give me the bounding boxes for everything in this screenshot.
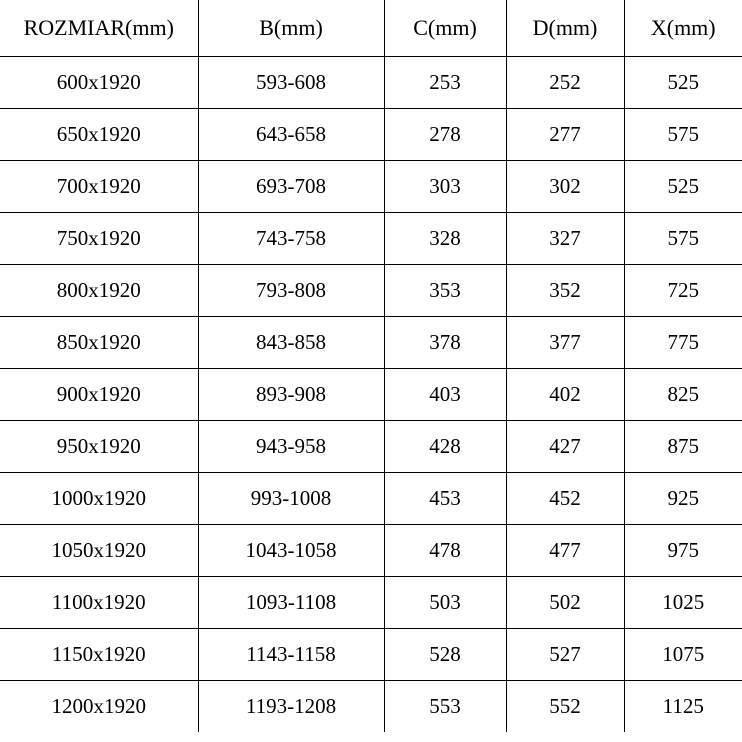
dimensions-table-container: ROZMIAR(mm) B(mm) C(mm) D(mm) X(mm) 600x… — [0, 0, 742, 732]
table-row: 1150x19201143-11585285271075 — [0, 628, 742, 680]
dimensions-table: ROZMIAR(mm) B(mm) C(mm) D(mm) X(mm) 600x… — [0, 0, 742, 732]
table-cell: 650x1920 — [0, 108, 198, 160]
table-cell: 302 — [506, 160, 624, 212]
table-cell: 1193-1208 — [198, 680, 384, 732]
table-cell: 277 — [506, 108, 624, 160]
table-cell: 1125 — [624, 680, 742, 732]
table-cell: 775 — [624, 316, 742, 368]
table-cell: 403 — [384, 368, 506, 420]
table-row: 950x1920943-958428427875 — [0, 420, 742, 472]
table-cell: 1000x1920 — [0, 472, 198, 524]
table-row: 1100x19201093-11085035021025 — [0, 576, 742, 628]
table-cell: 428 — [384, 420, 506, 472]
table-cell: 502 — [506, 576, 624, 628]
table-cell: 1025 — [624, 576, 742, 628]
table-cell: 1100x1920 — [0, 576, 198, 628]
table-cell: 793-808 — [198, 264, 384, 316]
table-cell: 377 — [506, 316, 624, 368]
table-cell: 725 — [624, 264, 742, 316]
table-cell: 553 — [384, 680, 506, 732]
table-cell: 1143-1158 — [198, 628, 384, 680]
table-cell: 843-858 — [198, 316, 384, 368]
table-cell: 950x1920 — [0, 420, 198, 472]
table-row: 600x1920593-608253252525 — [0, 56, 742, 108]
table-cell: 427 — [506, 420, 624, 472]
table-cell: 552 — [506, 680, 624, 732]
table-cell: 750x1920 — [0, 212, 198, 264]
col-header-x: X(mm) — [624, 0, 742, 56]
table-cell: 1200x1920 — [0, 680, 198, 732]
table-cell: 743-758 — [198, 212, 384, 264]
table-row: 700x1920693-708303302525 — [0, 160, 742, 212]
table-cell: 477 — [506, 524, 624, 576]
table-cell: 525 — [624, 160, 742, 212]
table-row: 900x1920893-908403402825 — [0, 368, 742, 420]
table-row: 1050x19201043-1058478477975 — [0, 524, 742, 576]
table-cell: 900x1920 — [0, 368, 198, 420]
table-cell: 925 — [624, 472, 742, 524]
table-cell: 1093-1108 — [198, 576, 384, 628]
table-cell: 975 — [624, 524, 742, 576]
table-cell: 575 — [624, 108, 742, 160]
table-cell: 525 — [624, 56, 742, 108]
col-header-c: C(mm) — [384, 0, 506, 56]
table-cell: 453 — [384, 472, 506, 524]
table-cell: 700x1920 — [0, 160, 198, 212]
table-cell: 527 — [506, 628, 624, 680]
table-cell: 327 — [506, 212, 624, 264]
table-cell: 528 — [384, 628, 506, 680]
table-cell: 800x1920 — [0, 264, 198, 316]
table-cell: 643-658 — [198, 108, 384, 160]
table-cell: 1050x1920 — [0, 524, 198, 576]
table-cell: 303 — [384, 160, 506, 212]
table-cell: 600x1920 — [0, 56, 198, 108]
table-row: 750x1920743-758328327575 — [0, 212, 742, 264]
table-cell: 353 — [384, 264, 506, 316]
table-cell: 478 — [384, 524, 506, 576]
col-header-b: B(mm) — [198, 0, 384, 56]
table-cell: 278 — [384, 108, 506, 160]
table-cell: 893-908 — [198, 368, 384, 420]
table-cell: 1043-1058 — [198, 524, 384, 576]
table-cell: 575 — [624, 212, 742, 264]
table-cell: 402 — [506, 368, 624, 420]
table-cell: 850x1920 — [0, 316, 198, 368]
table-row: 850x1920843-858378377775 — [0, 316, 742, 368]
table-row: 800x1920793-808353352725 — [0, 264, 742, 316]
table-row: 1000x1920993-1008453452925 — [0, 472, 742, 524]
table-cell: 993-1008 — [198, 472, 384, 524]
table-cell: 452 — [506, 472, 624, 524]
table-cell: 352 — [506, 264, 624, 316]
table-cell: 693-708 — [198, 160, 384, 212]
table-body: 600x1920593-608253252525650x1920643-6582… — [0, 56, 742, 732]
table-cell: 252 — [506, 56, 624, 108]
table-row: 1200x19201193-12085535521125 — [0, 680, 742, 732]
table-row: 650x1920643-658278277575 — [0, 108, 742, 160]
table-header-row: ROZMIAR(mm) B(mm) C(mm) D(mm) X(mm) — [0, 0, 742, 56]
col-header-rozmiar: ROZMIAR(mm) — [0, 0, 198, 56]
table-cell: 328 — [384, 212, 506, 264]
table-cell: 825 — [624, 368, 742, 420]
table-cell: 1075 — [624, 628, 742, 680]
table-cell: 378 — [384, 316, 506, 368]
table-cell: 875 — [624, 420, 742, 472]
table-cell: 253 — [384, 56, 506, 108]
table-cell: 1150x1920 — [0, 628, 198, 680]
col-header-d: D(mm) — [506, 0, 624, 56]
table-cell: 593-608 — [198, 56, 384, 108]
table-cell: 943-958 — [198, 420, 384, 472]
table-cell: 503 — [384, 576, 506, 628]
